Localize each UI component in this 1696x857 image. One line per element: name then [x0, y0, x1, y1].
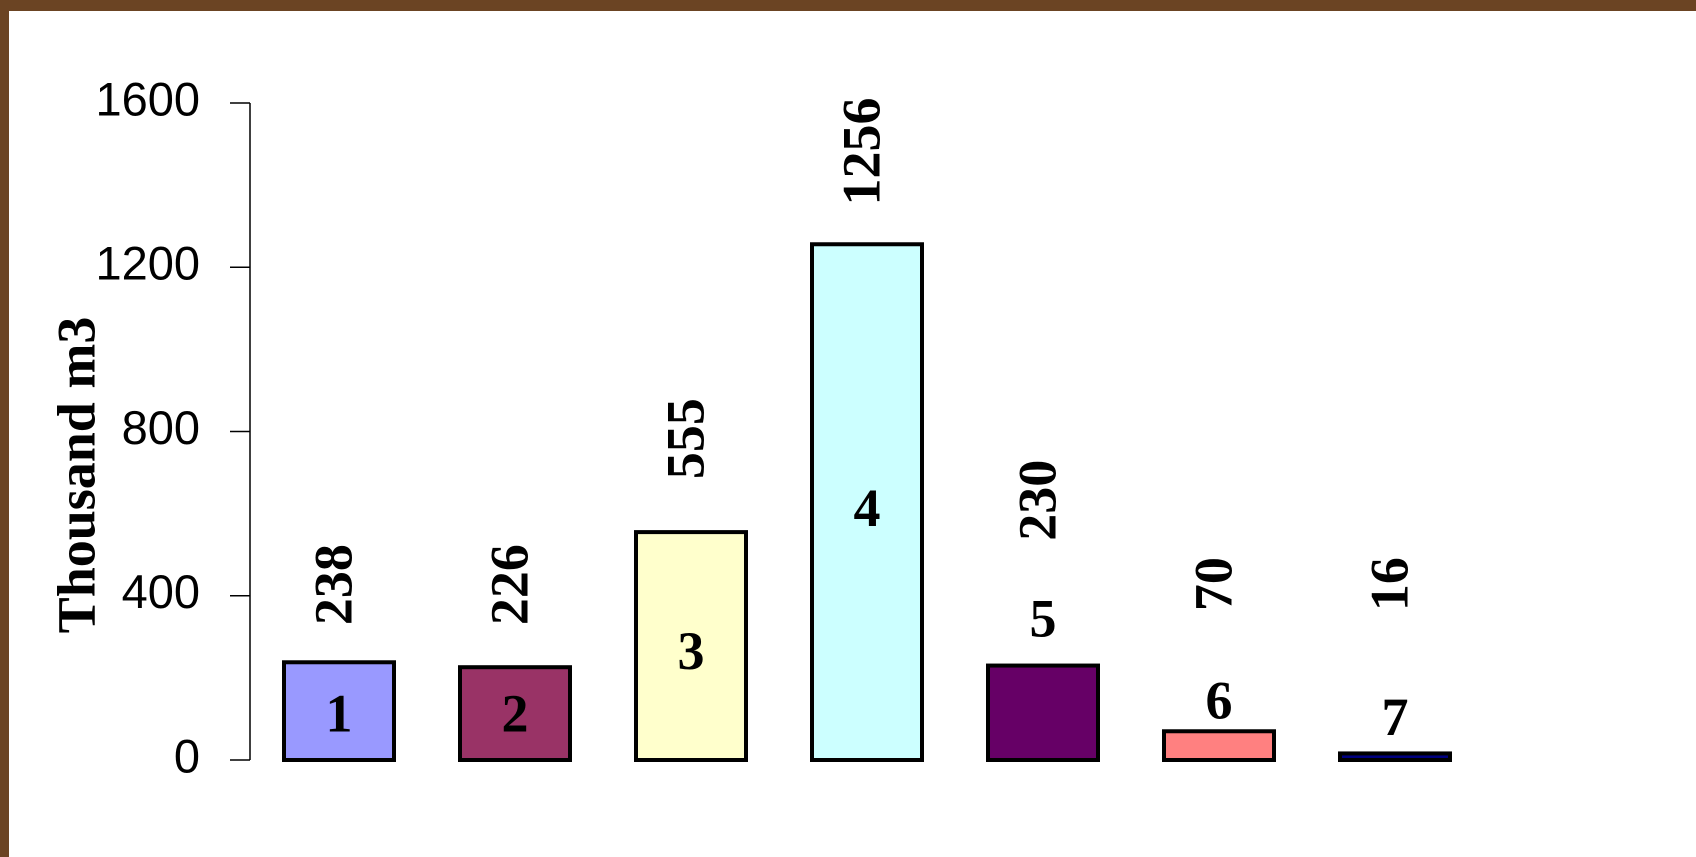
bar: [458, 665, 572, 762]
bar: [1338, 751, 1452, 762]
y-axis-label: Thousand m3: [46, 317, 106, 634]
value-label: 16: [1359, 557, 1419, 611]
category-label: 6: [1206, 671, 1233, 731]
value-label: 555: [655, 398, 715, 479]
y-tick-label: 0: [174, 729, 200, 782]
y-tick-label: 400: [122, 565, 200, 618]
value-label: 238: [303, 544, 363, 625]
category-label: 3: [678, 621, 705, 681]
category-label: 1: [326, 684, 353, 744]
value-label: 70: [1183, 557, 1243, 611]
bar: [282, 660, 396, 762]
value-label: 230: [1007, 460, 1067, 541]
category-label: 7: [1382, 687, 1409, 747]
value-label: 1256: [831, 98, 891, 206]
category-label: 4: [854, 478, 881, 538]
bar: [634, 530, 748, 763]
category-label: 2: [502, 684, 529, 744]
y-tick-label: 1200: [95, 237, 200, 290]
y-tick-label: 800: [122, 401, 200, 454]
bar: [986, 663, 1100, 763]
category-label: 5: [1030, 588, 1057, 648]
y-tick-label: 1600: [95, 72, 200, 125]
bar: [810, 242, 924, 762]
value-label: 226: [479, 544, 539, 625]
bar: [1162, 729, 1276, 762]
